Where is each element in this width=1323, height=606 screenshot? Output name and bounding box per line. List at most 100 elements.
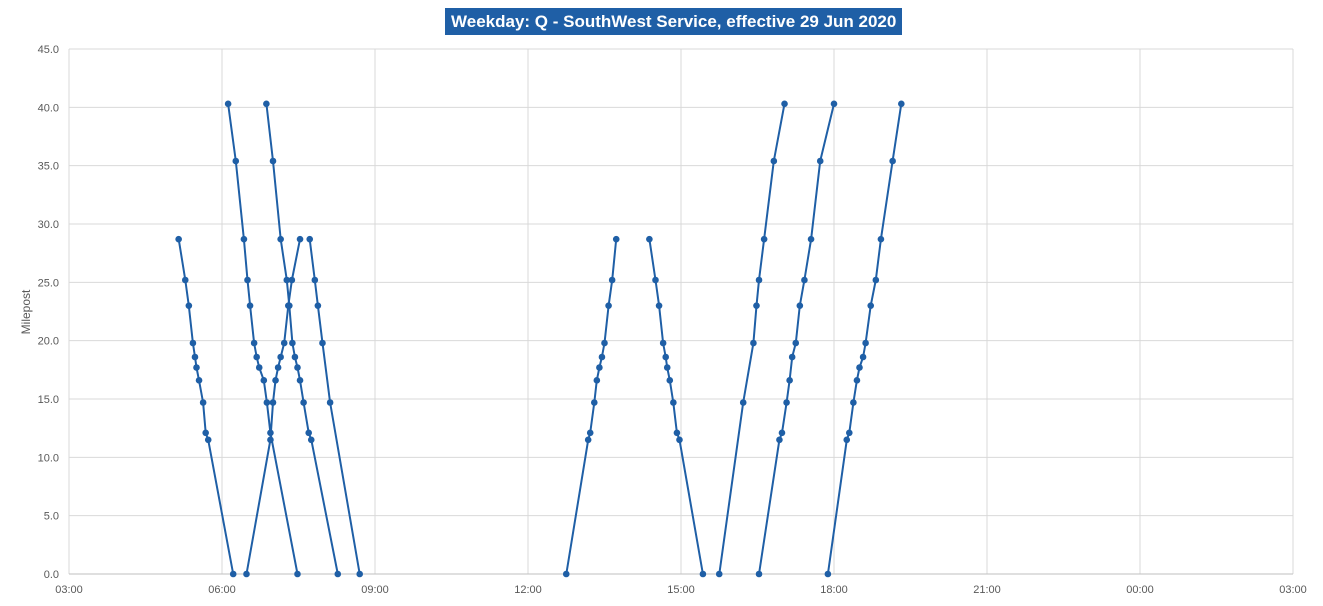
y-tick-label: 0.0: [44, 569, 59, 581]
series-layer: [175, 100, 905, 578]
series-line: [265, 103, 339, 575]
data-point: [296, 235, 304, 243]
data-point: [830, 100, 838, 108]
data-point: [263, 399, 271, 406]
data-point: [673, 429, 681, 437]
data-point: [305, 429, 313, 437]
data-point: [750, 339, 757, 347]
data-point: [286, 302, 293, 309]
data-point: [229, 570, 237, 578]
data-point: [191, 353, 199, 361]
series-2: [224, 100, 301, 578]
data-point: [232, 157, 240, 165]
data-point: [562, 570, 570, 578]
data-point: [846, 429, 853, 437]
data-point: [250, 339, 258, 347]
data-point: [244, 276, 251, 284]
series-8: [715, 100, 788, 578]
data-point: [605, 302, 612, 309]
data-point: [666, 377, 674, 384]
data-point: [608, 276, 616, 284]
series-line: [648, 239, 704, 575]
data-point: [801, 276, 808, 284]
data-point: [856, 364, 863, 371]
data-point: [280, 339, 288, 347]
data-point: [776, 436, 783, 444]
data-point: [877, 235, 885, 243]
data-point: [326, 399, 334, 406]
series-3: [243, 235, 304, 578]
data-point: [356, 570, 364, 578]
data-point: [786, 377, 793, 384]
data-point: [269, 157, 277, 165]
data-point: [859, 353, 867, 361]
series-9: [755, 100, 838, 578]
y-tick-label: 30.0: [38, 219, 59, 231]
x-tick-label: 21:00: [973, 584, 1001, 596]
data-point: [283, 276, 291, 284]
series-line: [758, 103, 835, 575]
data-point: [243, 570, 250, 578]
data-point: [193, 364, 200, 371]
data-point: [850, 399, 857, 406]
data-point: [781, 100, 788, 108]
data-point: [598, 353, 606, 361]
data-point: [199, 399, 207, 406]
y-tick-label: 20.0: [38, 336, 59, 348]
series-5: [306, 235, 364, 578]
data-point: [294, 364, 301, 371]
y-tick-label: 35.0: [38, 161, 59, 173]
grid-lines: [68, 48, 1294, 575]
x-tick-label: 18:00: [820, 584, 848, 596]
series-line: [718, 103, 786, 575]
data-point: [314, 302, 322, 309]
data-point: [646, 235, 653, 243]
data-point: [300, 399, 307, 406]
data-point: [288, 276, 296, 284]
data-point: [807, 235, 815, 243]
data-point: [202, 429, 209, 437]
data-point: [274, 364, 282, 371]
data-point: [796, 302, 804, 309]
y-tick-label: 40.0: [38, 102, 59, 114]
data-point: [596, 364, 603, 371]
data-point: [816, 157, 824, 165]
data-point: [739, 399, 747, 406]
data-point: [246, 302, 254, 309]
data-point: [659, 339, 667, 347]
series-line: [308, 239, 361, 575]
data-point: [181, 276, 189, 284]
series-line: [245, 239, 301, 575]
data-point: [662, 353, 669, 361]
data-point: [843, 436, 851, 444]
data-point: [277, 353, 284, 361]
data-point: [783, 399, 790, 406]
data-point: [307, 436, 315, 444]
data-point: [755, 276, 763, 284]
x-tick-label: 00:00: [1126, 584, 1154, 596]
data-point: [296, 377, 304, 384]
series-1: [175, 235, 237, 578]
series-6: [562, 235, 620, 578]
data-point: [867, 302, 875, 309]
data-point: [824, 570, 832, 578]
data-point: [224, 100, 232, 108]
y-tick-label: 25.0: [38, 277, 59, 289]
data-point: [770, 157, 778, 165]
series-7: [646, 235, 707, 578]
data-point: [663, 364, 671, 371]
chart-title: Weekday: Q - SouthWest Service, effectiv…: [445, 8, 903, 35]
data-point: [755, 570, 763, 578]
data-point: [267, 436, 274, 444]
data-point: [189, 339, 197, 347]
data-point: [670, 399, 677, 406]
data-point: [584, 436, 592, 444]
y-axis-label: Milepost: [19, 289, 33, 334]
data-point: [253, 353, 260, 361]
data-point: [260, 377, 268, 384]
data-point: [788, 353, 796, 361]
series-line: [177, 239, 235, 575]
data-point: [889, 157, 896, 165]
